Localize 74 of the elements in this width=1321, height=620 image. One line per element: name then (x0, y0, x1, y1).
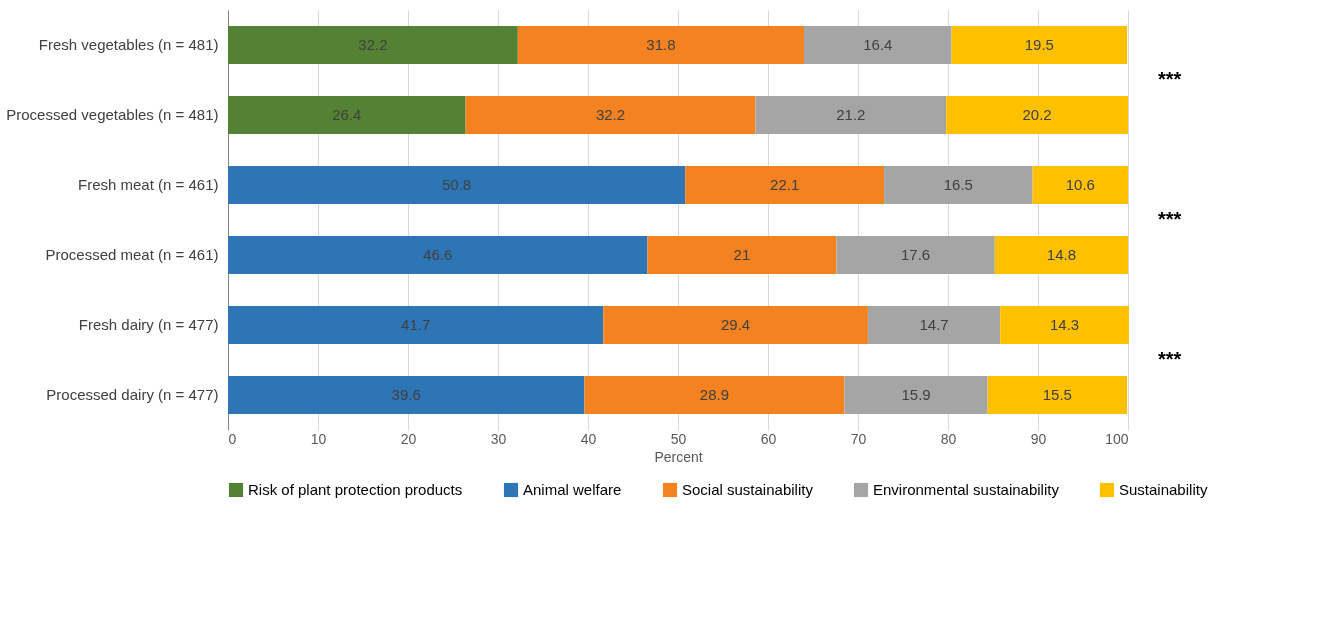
bar (867, 306, 1001, 344)
data-label: 14.7 (919, 316, 949, 333)
bar (465, 96, 756, 134)
bar (228, 96, 466, 134)
bar (228, 166, 686, 204)
bar (946, 96, 1128, 134)
x-tick-label: 80 (940, 430, 957, 447)
data-label: 17.6 (901, 246, 931, 263)
bar (228, 306, 604, 344)
text: *** (1158, 348, 1182, 370)
bar (228, 26, 518, 64)
bar (584, 376, 845, 414)
data-label: 14.8 (1046, 246, 1076, 263)
bar (804, 26, 952, 64)
data-label: 16.4 (863, 36, 893, 53)
data-label: 26.4 (332, 106, 362, 123)
bar (1000, 306, 1129, 344)
data-label: 28.9 (699, 386, 730, 403)
bar (836, 236, 995, 274)
bar (951, 26, 1128, 64)
legend-label: Environmental sustainability (873, 481, 1060, 498)
bar (844, 376, 988, 414)
x-tick-label: 60 (760, 430, 777, 447)
bar (755, 96, 947, 134)
legend-label: Animal welfare (523, 481, 622, 498)
x-tick-label: 40 (580, 430, 597, 447)
x-axis-title: Percent (654, 448, 703, 465)
data-label: 15.9 (901, 386, 931, 403)
data-label: 39.6 (391, 386, 421, 403)
data-label: 22.1 (770, 176, 800, 193)
x-tick-label: 90 (1030, 430, 1047, 447)
legend-label: Sustainability (1119, 481, 1208, 498)
bar (884, 166, 1033, 204)
data-label: 10.6 (1065, 176, 1095, 193)
y-tick-label: Fresh meat (n = 461) (78, 176, 219, 193)
bar (647, 236, 837, 274)
x-tick-label: 30 (490, 430, 507, 447)
data-label: 29.4 (721, 316, 751, 333)
bar (228, 376, 585, 414)
y-tick-label: Fresh vegetables (n = 481) (38, 36, 219, 53)
data-label: 14.3 (1049, 316, 1080, 333)
y-tick-label: Processed vegetables (n = 481) (6, 106, 219, 123)
data-label: 21 (733, 246, 751, 263)
data-label: 20.2 (1022, 106, 1052, 123)
data-label: 46.6 (423, 246, 453, 263)
data-label: 31.8 (646, 36, 676, 53)
data-label: 16.5 (943, 176, 973, 193)
text: *** (1158, 68, 1182, 90)
text: *** (1158, 208, 1182, 230)
bar (994, 236, 1128, 274)
legend-label: Risk of plant protection products (248, 481, 463, 498)
bar (1032, 166, 1128, 204)
bar (603, 306, 868, 344)
bar (517, 26, 804, 64)
x-tick-label: 70 (850, 430, 867, 447)
y-tick-label: Processed meat (n = 461) (45, 246, 219, 263)
data-label: 50.8 (442, 176, 472, 193)
x-tick-label: 10 (310, 430, 327, 447)
x-tick-label: 100 (1105, 430, 1129, 447)
x-tick-label: 0 (228, 430, 237, 447)
x-tick-label: 50 (670, 430, 687, 447)
data-label: 32.2 (595, 106, 626, 123)
data-label: 32.2 (358, 36, 388, 53)
bar (685, 166, 885, 204)
y-tick-label: Fresh dairy (n = 477) (78, 316, 219, 333)
data-label: 41.7 (401, 316, 431, 333)
bar (228, 236, 648, 274)
bar (987, 376, 1128, 414)
data-label: 21.2 (836, 106, 866, 123)
legend-label: Social sustainability (682, 481, 814, 498)
data-label: 15.5 (1042, 386, 1072, 403)
y-tick-label: Processed dairy (n = 477) (46, 386, 219, 403)
x-tick-label: 20 (400, 430, 417, 447)
data-label: 19.5 (1024, 36, 1054, 53)
